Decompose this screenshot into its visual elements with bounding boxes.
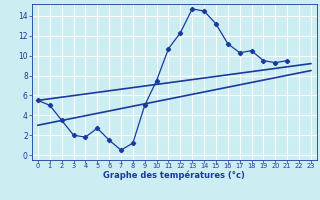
X-axis label: Graphe des températures (°c): Graphe des températures (°c) bbox=[103, 171, 245, 180]
